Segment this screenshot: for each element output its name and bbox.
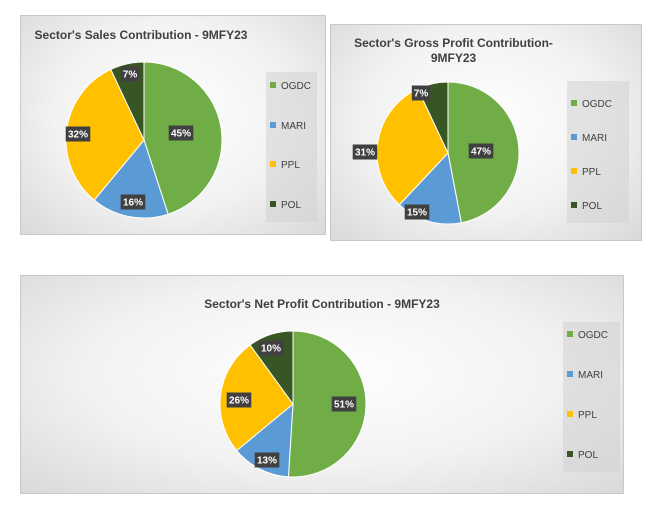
gross-profit-legend: OGDC MARI PPL POL [567,81,629,223]
legend-swatch-mari [270,122,276,129]
legend-item-ogdc: OGDC [567,330,608,342]
legend-swatch-mari [571,134,577,141]
data-label-text: 32% [68,130,88,141]
legend-item-mari: MARI [567,370,603,382]
legend-swatch-ppl [571,168,577,175]
legend-swatch-pol [571,202,577,209]
data-label-box [254,452,280,468]
data-label-text: 10% [261,344,281,355]
data-label-ogdc: 45% [168,125,194,141]
data-label-ogdc: 47% [468,143,494,159]
data-label-box [120,66,140,82]
legend-label: MARI [281,121,306,132]
data-label-box [168,125,194,141]
sales-pie: 45% 16% 32% 7% [65,61,223,219]
pie-slice-ppl [219,344,294,452]
data-label-text: 51% [334,400,354,411]
legend-label: PPL [281,160,300,171]
legend-item-ogdc: OGDC [270,81,311,93]
legend-label: OGDC [281,81,311,92]
data-label-text: 7% [414,89,429,100]
data-label-text: 26% [229,396,249,407]
data-label-box [120,194,146,210]
legend-swatch-ogdc [270,82,276,89]
chart-title: Sector's Gross Profit Contribution- 9MFY… [354,36,553,65]
data-label-box [331,396,357,412]
data-label-box [404,204,430,220]
data-label-mari: 16% [120,194,146,210]
legend-swatch-pol [567,451,573,458]
legend-label: POL [281,200,302,211]
legend-swatch-ogdc [567,331,573,338]
sales-chart-panel: Sector's Sales Contribution - 9MFY23 45%… [20,15,326,235]
legend-item-pol: POL [270,200,301,212]
legend-item-ppl: PPL [270,160,300,172]
data-label-box [468,143,494,159]
data-label-box [352,144,378,160]
legend-label: POL [578,450,599,461]
data-label-box [411,85,431,101]
legend-item-mari: MARI [270,121,306,133]
legend-item-ppl: PPL [571,167,601,179]
data-label-box [258,340,284,356]
net-profit-pie: 51% 13% 26% 10% [219,330,367,478]
data-label-mari: 13% [254,452,280,468]
gross-profit-chart-panel: Sector's Gross Profit Contribution- 9MFY… [330,24,642,241]
data-label-ogdc: 51% [331,396,357,412]
legend-label: PPL [582,167,601,178]
data-label-pol: 10% [258,340,284,356]
data-label-text: 16% [123,198,143,209]
data-label-text: 15% [407,208,427,219]
legend-label: PPL [578,410,597,421]
legend-label: OGDC [578,330,608,341]
pie-slice-ogdc [287,330,367,478]
data-label-mari: 15% [404,204,430,220]
data-label-text: 31% [355,148,375,159]
pie-slice-ppl [376,88,449,206]
legend-swatch-pol [270,201,276,208]
data-label-ppl: 26% [226,392,252,408]
legend-label: MARI [582,133,607,144]
legend-item-mari: MARI [571,133,607,145]
data-label-pol: 7% [411,85,431,101]
sales-legend: OGDC MARI PPL POL [266,72,317,222]
legend-label: POL [582,201,603,212]
chart-title: Sector's Net Profit Contribution - 9MFY2… [204,297,440,311]
data-label-ppl: 31% [352,144,378,160]
chart-title: Sector's Sales Contribution - 9MFY23 [34,28,248,42]
data-label-text: 13% [257,456,277,467]
legend-item-ppl: PPL [567,410,597,422]
legend-label: MARI [578,370,603,381]
gross-profit-pie: 47% 15% 31% 7% [352,81,520,225]
data-label-text: 47% [471,147,491,158]
legend-label: OGDC [582,99,612,110]
legend-swatch-ogdc [571,100,577,107]
net-profit-chart-panel: Sector's Net Profit Contribution - 9MFY2… [20,275,624,494]
legend-item-pol: POL [567,450,598,462]
data-label-text: 45% [171,129,191,140]
data-label-text: 7% [123,70,138,81]
data-label-pol: 7% [120,66,140,82]
legend-item-pol: POL [571,201,602,213]
legend-swatch-ppl [270,161,276,168]
pie-slice-mari [93,138,169,219]
data-label-box [226,392,252,408]
legend-item-ogdc: OGDC [571,99,612,111]
legend-swatch-ppl [567,411,573,418]
data-label-box [65,126,91,142]
net-profit-legend: OGDC MARI PPL POL [563,322,620,472]
legend-swatch-mari [567,371,573,378]
data-label-ppl: 32% [65,126,91,142]
